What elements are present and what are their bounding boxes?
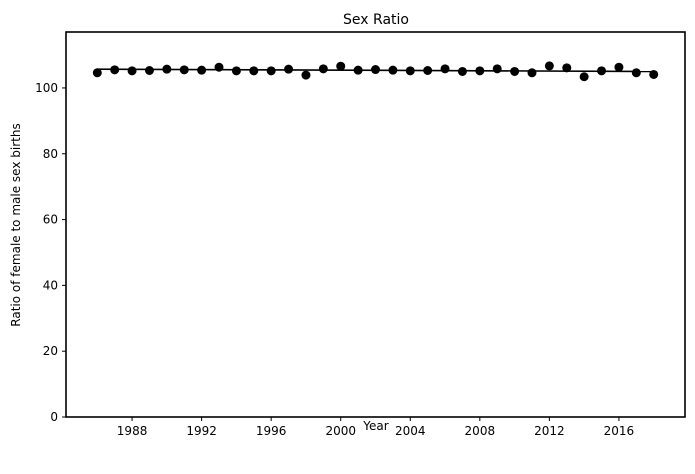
y-axis-label: Ratio of female to male sex births [9, 123, 23, 326]
data-point [457, 66, 467, 76]
data-point [527, 68, 537, 78]
x-tick-label: 1992 [186, 424, 217, 438]
data-point [544, 61, 554, 71]
data-point [440, 64, 450, 74]
x-tick-label: 1996 [256, 424, 287, 438]
data-point [388, 65, 398, 75]
x-tick-label: 2000 [325, 424, 356, 438]
y-tick-label: 100 [35, 81, 58, 95]
data-point [562, 63, 572, 73]
data-point [197, 65, 207, 75]
x-tick-label: 1988 [117, 424, 148, 438]
y-tick-label: 60 [43, 213, 58, 227]
x-tick-label: 2012 [534, 424, 565, 438]
x-tick-label: 2004 [395, 424, 426, 438]
chart-title: Sex Ratio [343, 12, 409, 28]
data-point [405, 66, 415, 76]
data-point [301, 70, 311, 80]
y-tick-label: 40 [43, 278, 58, 292]
data-point [597, 66, 607, 76]
data-point [249, 66, 259, 76]
x-tick-label: 2008 [465, 424, 496, 438]
data-point [423, 66, 433, 75]
y-tick-label: 0 [50, 410, 58, 424]
data-point [631, 68, 641, 78]
data-point [649, 69, 659, 79]
y-tick-label: 20 [43, 344, 58, 358]
data-point [492, 64, 502, 74]
data-point [144, 66, 154, 75]
data-point [214, 62, 224, 72]
data-point [162, 64, 172, 74]
data-point [179, 65, 189, 75]
data-point [579, 72, 589, 82]
plot-area: 1988 1992 1996 2000 2004 2008 2012 2016 0 20 40 60 8… [35, 31, 686, 438]
data-point [475, 66, 485, 76]
data-point [284, 64, 294, 74]
y-tick-label: 80 [43, 147, 58, 161]
data-point [510, 66, 520, 76]
data-point [336, 61, 346, 71]
data-point [231, 66, 241, 76]
data-point [318, 64, 328, 74]
data-point [353, 65, 363, 75]
axes-frame [65, 31, 686, 418]
data-point [371, 65, 380, 75]
x-tick-label: 2016 [604, 424, 635, 438]
data-point [127, 66, 137, 76]
x-axis-label: Year [362, 419, 388, 433]
data-point [614, 62, 624, 72]
data-point [92, 68, 102, 78]
data-point [266, 66, 276, 76]
data-point [110, 65, 120, 75]
